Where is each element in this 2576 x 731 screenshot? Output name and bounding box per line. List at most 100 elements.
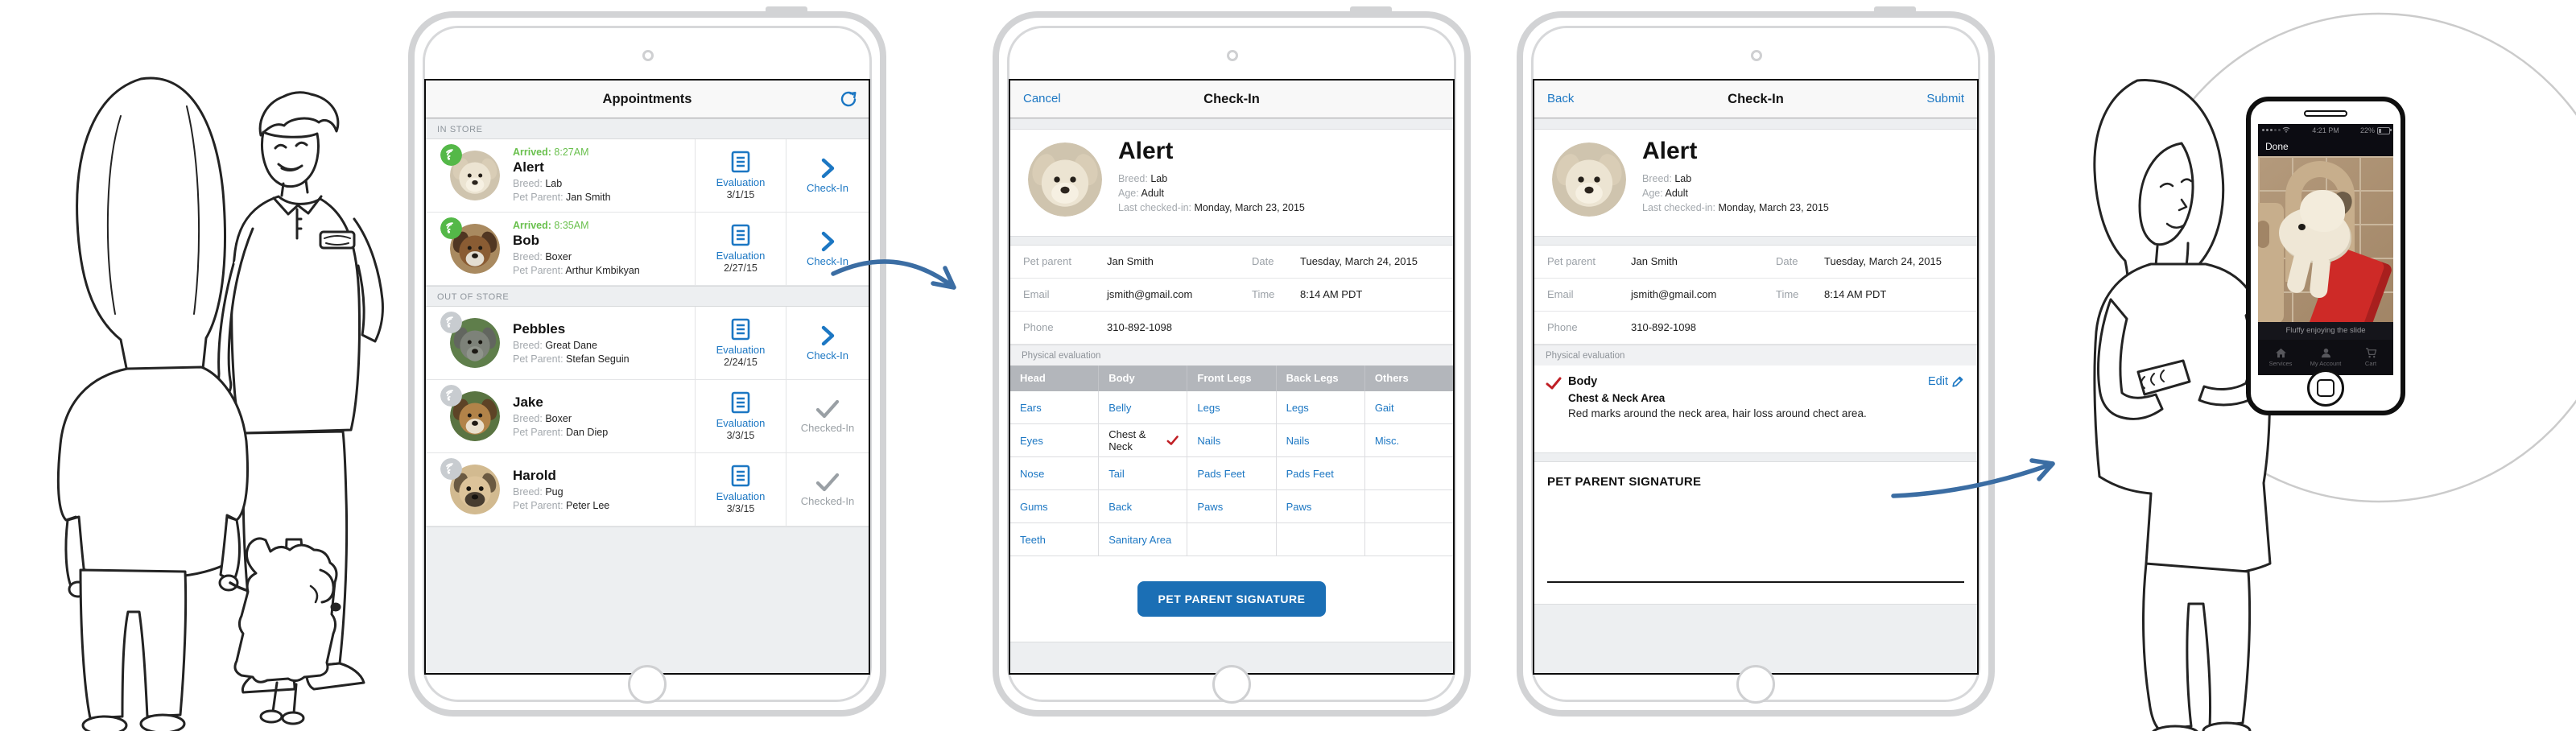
appointment-row-bob[interactable]: Arrived: 8:35AM Bob Breed: Boxer Pet Par… [426,213,869,286]
pet-name: Pebbles [513,321,566,337]
appointment-row-alert[interactable]: Arrived: 8:27AM Alert Breed: Lab Pet Par… [426,139,869,213]
document-icon [731,318,750,341]
red-checkmark-icon [1166,436,1179,445]
dog-head [2300,190,2345,232]
eval-cell[interactable]: Nose [1010,457,1100,489]
eval-cell[interactable] [1365,523,1453,555]
divider-strip [1534,118,1977,130]
front-camera [642,50,654,61]
tab-my-account[interactable]: My Account [2303,340,2348,375]
play-structure [2258,203,2284,322]
finding-note: Red marks around the neck area, hair los… [1568,407,1867,419]
eval-cell[interactable]: Back [1099,490,1188,522]
eval-cell[interactable]: Misc. [1374,434,1400,447]
field-row-parent-date[interactable]: Pet parent Jan Smith Date Tuesday, March 2… [1010,246,1453,279]
phone-statusbar: 4:21 PM 22% [2258,124,2393,137]
evaluation-button[interactable]: Evaluation 3/3/15 [695,380,786,452]
flow-arrow-1 [831,259,956,290]
eval-cell[interactable]: Pads Feet [1187,457,1277,489]
home-button[interactable] [628,665,667,704]
refresh-icon[interactable] [840,90,857,108]
eval-cell-checked[interactable]: Chest & Neck [1099,424,1188,456]
tab-services[interactable]: Services [2258,340,2303,375]
appointment-row-pebbles[interactable]: Pebbles Breed: Great Dane Pet Parent: St… [426,307,869,380]
column-header: Others [1374,372,1409,384]
evaluation-button[interactable]: Evaluation 2/24/15 [695,307,786,379]
home-icon [2275,348,2286,358]
pet-breed: Breed: Lab [513,178,563,189]
eval-cell[interactable]: Nails [1277,424,1365,456]
eval-cell[interactable]: Tail [1099,457,1188,489]
field-row-email-time[interactable]: Email jsmith@gmail.com Time 8:14 AM PDT [1010,279,1453,312]
eval-cell[interactable]: Eyes [1010,424,1100,456]
document-icon [731,151,750,173]
eval-cell[interactable]: Sanitary Area [1099,523,1188,555]
appointments-navbar: Appointments [426,81,869,118]
wifi-badge-icon [440,217,462,239]
check-in-button[interactable]: Check-In [786,307,869,379]
tablet-appointments: Appointments IN STORE [408,6,886,717]
eval-cell[interactable] [1365,490,1453,522]
document-icon [731,391,750,414]
appointments-screen: Appointments IN STORE [424,79,870,675]
eval-cell[interactable] [1277,523,1365,555]
eval-cell[interactable]: Legs [1277,391,1365,423]
done-button[interactable]: Done [2258,137,2393,156]
eval-cell[interactable]: Legs [1187,391,1277,423]
wifi-badge-icon [440,312,462,333]
signature-heading: PET PARENT SIGNATURE [1547,475,1702,489]
eval-cell[interactable]: Pads Feet [1277,457,1365,489]
home-button[interactable] [1212,665,1251,704]
home-button[interactable] [1736,665,1775,704]
eval-cell[interactable] [1365,457,1453,489]
edit-button[interactable]: Edit [1928,375,1964,388]
submit-button[interactable]: Submit [1926,92,1964,105]
eval-cell[interactable]: Teeth [1010,523,1100,555]
eval-cell[interactable]: Belly [1099,391,1188,423]
checkin-navbar: Cancel Check-In [1010,81,1453,118]
check-in-button[interactable]: Check-In [786,213,869,285]
evaluation-table-row: Nose Tail Pads Feet Pads Feet [1010,457,1453,490]
evaluation-button[interactable]: Evaluation 3/1/15 [695,139,786,212]
section-header-in-store: IN STORE [426,118,869,139]
back-button[interactable]: Back [1547,92,1575,105]
eval-cell[interactable]: Nails [1187,424,1277,456]
phone-mockup: 4:21 PM 22% Done Fluffy enjoying the sli… [2246,97,2405,415]
eval-cell[interactable]: Paws [1277,490,1365,522]
appointment-info: Pebbles Breed: Great Dane Pet Parent: St… [510,320,695,366]
evaluation-button[interactable]: Evaluation 3/3/15 [695,453,786,526]
cart-icon [2365,348,2376,358]
eval-cell[interactable]: Ears [1010,391,1100,423]
evaluation-button[interactable]: Evaluation 2/27/15 [695,213,786,285]
screen-filler [1534,604,1977,673]
eval-cell[interactable]: Gums [1010,490,1100,522]
avatar [440,217,510,274]
pet-parent-signature-button[interactable]: PET PARENT SIGNATURE [1137,581,1327,617]
wifi-badge-icon [440,144,462,166]
eval-cell[interactable]: Gait [1374,401,1394,414]
signature-area[interactable]: PET PARENT SIGNATURE [1534,462,1977,604]
dog-nose [2298,224,2306,230]
pet-name: Bob [513,233,540,248]
evaluation-table-row: Gums Back Paws Paws [1010,490,1453,523]
field-row-phone[interactable]: Phone 310-892-1098 [1010,312,1453,345]
pet-breed: Breed: Boxer [513,251,572,262]
eval-cell[interactable]: Paws [1187,490,1277,522]
pet-parent: Pet Parent: Arthur Kmbikyan [513,265,640,276]
chevron-right-icon [821,231,835,251]
check-in-button[interactable]: Check-In [786,139,869,212]
cancel-button[interactable]: Cancel [1023,92,1061,105]
phone-home-button[interactable] [2307,370,2344,407]
appointment-info: Harold Breed: Pug Pet Parent: Peter Lee [510,466,695,513]
field-row-parent-date: Pet parent Jan Smith Date Tuesday, March 2… [1534,246,1977,279]
appointment-row-jake[interactable]: Jake Breed: Boxer Pet Parent: Dan Diep E… [426,380,869,453]
battery-status: 22% [2360,126,2392,134]
pet-parent: Pet Parent: Stefan Seguin [513,353,630,365]
dog-photo [2258,156,2393,322]
wifi-badge-icon [440,385,462,407]
eval-cell[interactable] [1187,523,1277,555]
appointment-row-harold[interactable]: Harold Breed: Pug Pet Parent: Peter Lee … [426,453,869,527]
pet-parent: Pet Parent: Dan Diep [513,427,609,438]
tab-cart[interactable]: Cart [2348,340,2393,375]
photo-caption: Fluffy enjoying the slide [2258,322,2393,340]
